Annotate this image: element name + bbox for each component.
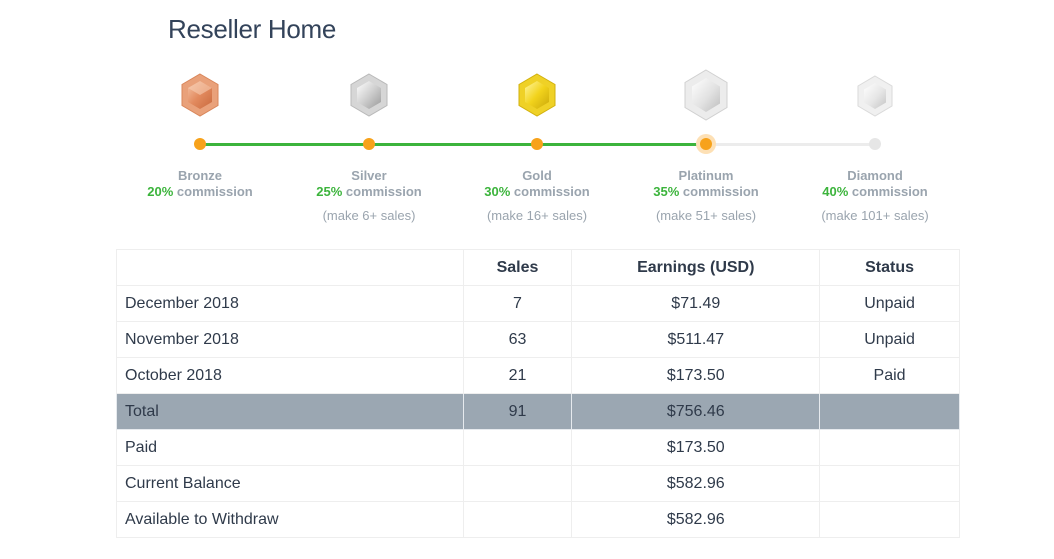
progress-track-completed xyxy=(200,143,706,146)
earnings-value: $71.49 xyxy=(571,285,821,322)
summary-row-available-to-withdraw: Available to Withdraw $582.96 xyxy=(116,501,960,538)
tier-name: Bronze xyxy=(177,168,223,183)
tier-name: Platinum xyxy=(678,168,734,183)
silver-hexagon-badge-icon xyxy=(350,73,388,117)
tier-dot-silver xyxy=(363,138,375,150)
status-value: Paid xyxy=(819,357,960,394)
month-label: November 2018 xyxy=(116,321,464,358)
tier-dot-diamond xyxy=(869,138,881,150)
table-row: October 2018 21 $173.50 Paid xyxy=(116,357,960,394)
total-earnings-value: $756.46 xyxy=(571,393,821,430)
summary-sales-empty xyxy=(462,429,573,466)
status-value: Unpaid xyxy=(819,285,960,322)
diamond-hexagon-badge-icon xyxy=(857,75,893,117)
page-title: Reseller Home xyxy=(168,14,337,44)
sales-value: 63 xyxy=(462,321,573,358)
tier-requirement: (make 51+ sales) xyxy=(655,208,757,223)
total-sales-value: 91 xyxy=(462,393,573,430)
summary-earnings-value: $582.96 xyxy=(571,465,821,502)
tier-requirement: (make 16+ sales) xyxy=(486,208,588,223)
summary-row-paid: Paid $173.50 xyxy=(116,429,960,466)
tier-dot-platinum-current xyxy=(700,138,712,150)
tier-commission: 25% commission xyxy=(316,184,422,199)
total-status-value xyxy=(819,393,960,430)
summary-earnings-value: $173.50 xyxy=(571,429,821,466)
tier-name: Silver xyxy=(351,168,387,183)
tier-requirement: (make 6+ sales) xyxy=(322,208,416,223)
table-row: November 2018 63 $511.47 Unpaid xyxy=(116,321,960,358)
earnings-value: $511.47 xyxy=(571,321,821,358)
month-label: October 2018 xyxy=(116,357,464,394)
earnings-table: Sales Earnings (USD) Status December 201… xyxy=(116,249,960,538)
tier-commission: 40% commission xyxy=(822,184,928,199)
summary-status-empty xyxy=(819,501,960,538)
summary-sales-empty xyxy=(462,465,573,502)
sales-value: 7 xyxy=(462,285,573,322)
tier-dot-gold xyxy=(531,138,543,150)
column-header-sales: Sales xyxy=(462,249,573,286)
tier-name: Diamond xyxy=(847,168,903,183)
table-row: December 2018 7 $71.49 Unpaid xyxy=(116,285,960,322)
status-value: Unpaid xyxy=(819,321,960,358)
progress-track-remaining xyxy=(706,143,875,146)
summary-label: Available to Withdraw xyxy=(116,501,464,538)
tier-commission: 30% commission xyxy=(484,184,590,199)
total-row: Total 91 $756.46 xyxy=(116,393,960,430)
month-label: December 2018 xyxy=(116,285,464,322)
tier-dot-bronze xyxy=(194,138,206,150)
column-header-earnings: Earnings (USD) xyxy=(571,249,821,286)
tier-commission: 35% commission xyxy=(653,184,759,199)
platinum-hexagon-badge-icon xyxy=(684,69,728,121)
tier-progress: Bronze 20% commission Silver 25% commiss… xyxy=(0,0,1054,240)
summary-status-empty xyxy=(819,429,960,466)
tier-name: Gold xyxy=(522,168,552,183)
summary-label: Paid xyxy=(116,429,464,466)
summary-status-empty xyxy=(819,465,960,502)
sales-value: 21 xyxy=(462,357,573,394)
summary-row-current-balance: Current Balance $582.96 xyxy=(116,465,960,502)
earnings-value: $173.50 xyxy=(571,357,821,394)
tier-requirement: (make 101+ sales) xyxy=(821,208,929,223)
summary-label: Current Balance xyxy=(116,465,464,502)
column-header-status: Status xyxy=(819,249,960,286)
bronze-hexagon-badge-icon xyxy=(181,73,219,117)
tier-commission: 20% commission xyxy=(147,184,253,199)
total-label: Total xyxy=(116,393,464,430)
summary-earnings-value: $582.96 xyxy=(571,501,821,538)
gold-hexagon-badge-icon xyxy=(518,73,556,117)
summary-sales-empty xyxy=(462,501,573,538)
table-header-row: Sales Earnings (USD) Status xyxy=(116,249,960,286)
column-header-label xyxy=(116,249,464,286)
